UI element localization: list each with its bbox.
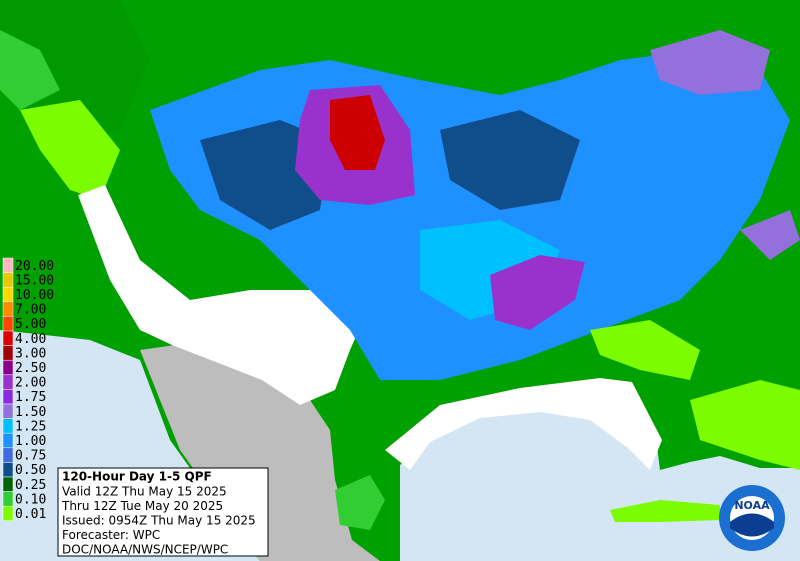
precip-light-green	[690, 380, 800, 470]
legend-swatch	[2, 432, 14, 449]
legend-swatch	[2, 403, 14, 419]
legend-label: 1.75	[15, 390, 46, 405]
dry-gulf-coast	[385, 378, 662, 470]
dry-southwest	[78, 185, 372, 405]
legend-label: 2.50	[15, 361, 46, 376]
legend-label: 0.50	[15, 463, 46, 478]
legend-label: 3.00	[15, 346, 46, 361]
legend: 20.0015.0010.007.005.004.003.002.502.001…	[2, 257, 54, 522]
info-line: DOC/NOAA/NWS/NCEP/WPC	[62, 543, 228, 557]
precip-light-green	[20, 100, 120, 200]
legend-label: 5.00	[15, 317, 46, 332]
info-line: Thru 12Z Tue May 20 2025	[61, 499, 223, 513]
legend-label: 7.00	[15, 303, 46, 318]
legend-swatch	[2, 345, 14, 361]
noaa-logo-bird	[730, 513, 774, 537]
legend-label: 0.75	[15, 449, 46, 464]
legend-label: 0.25	[15, 478, 46, 493]
precip-purple	[740, 210, 800, 260]
info-line: Issued: 0954Z Thu May 15 2025	[62, 514, 256, 528]
precip-light-green	[0, 30, 60, 110]
legend-label: 1.50	[15, 405, 46, 420]
info-line: Valid 12Z Thu May 15 2025	[62, 485, 227, 499]
mexico	[140, 345, 380, 561]
precip-purple	[490, 255, 585, 330]
legend-label: 4.00	[15, 332, 46, 347]
legend-label: 1.00	[15, 434, 46, 449]
legend-swatch	[2, 447, 14, 463]
info-line: Forecaster: WPC	[62, 528, 160, 542]
info-title: 120-Hour Day 1-5 QPF	[62, 470, 212, 484]
cuba-precip	[610, 500, 720, 522]
legend-swatch	[2, 389, 14, 405]
legend-swatch	[2, 476, 14, 492]
precip-light-green	[335, 475, 385, 530]
legend-swatch	[2, 272, 14, 288]
legend-label: 10.00	[15, 288, 54, 303]
legend-swatch	[2, 257, 14, 273]
legend-label: 15.00	[15, 273, 54, 288]
precip-dark-blue	[440, 110, 580, 210]
legend-label: 0.10	[15, 492, 46, 507]
precip-purple	[650, 30, 770, 95]
legend-swatch	[2, 418, 14, 434]
legend-swatch	[2, 286, 14, 303]
legend-swatch	[2, 359, 14, 376]
legend-swatch	[2, 462, 14, 478]
legend-swatch	[2, 301, 14, 317]
legend-label: 0.01	[15, 507, 46, 522]
legend-swatch	[2, 330, 14, 346]
precip-red	[330, 95, 385, 170]
legend-swatch	[2, 374, 14, 390]
noaa-logo-text: NOAA	[734, 499, 770, 512]
legend-swatch	[2, 491, 14, 507]
info-box	[57, 467, 269, 557]
legend-swatch	[2, 316, 14, 332]
legend-swatch	[2, 505, 14, 522]
precip-light-green	[590, 320, 700, 380]
legend-label: 20.00	[15, 259, 54, 274]
legend-label: 1.25	[15, 419, 46, 434]
legend-label: 2.00	[15, 376, 46, 391]
